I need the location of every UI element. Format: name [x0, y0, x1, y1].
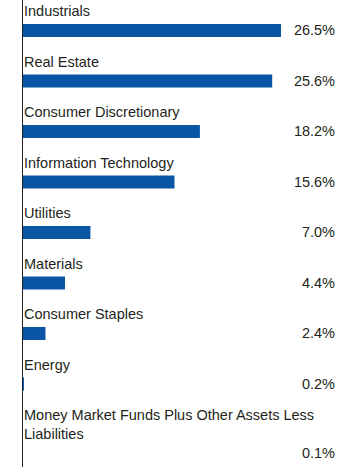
category-label: Consumer Staples	[24, 306, 143, 322]
data-label: 7.0%	[302, 224, 335, 240]
category-label: Industrials	[24, 3, 90, 19]
bar	[22, 277, 65, 290]
category-label: Energy	[24, 357, 71, 373]
bar	[22, 176, 174, 189]
data-label: 4.4%	[302, 275, 335, 291]
data-label: 0.2%	[302, 376, 335, 392]
category-label: Money Market Funds Plus Other Assets Les…	[24, 407, 314, 442]
category-labels: Industrials Real Estate Consumer Discretio…	[24, 3, 314, 442]
category-label: Materials	[24, 256, 83, 272]
data-label: 26.5%	[294, 22, 335, 38]
data-label: 18.2%	[294, 123, 335, 139]
bar	[22, 125, 200, 138]
bar	[22, 327, 45, 340]
data-label: 2.4%	[302, 325, 335, 341]
category-label: Consumer Discretionary	[24, 104, 180, 120]
data-label: 0.1%	[302, 445, 335, 461]
data-labels: 26.5% 25.6% 18.2% 15.6% 7.0% 4.4% 2.4% 0.2% 0.1%	[294, 22, 335, 461]
category-label: Utilities	[24, 205, 71, 221]
data-label: 25.6%	[294, 73, 335, 89]
bars	[22, 24, 281, 460]
bar	[22, 24, 281, 37]
data-label: 15.6%	[294, 174, 335, 190]
chart: Industrials Real Estate Consumer Discretio…	[0, 0, 360, 467]
bar	[22, 226, 90, 239]
category-label: Real Estate	[24, 54, 99, 70]
axis-line	[22, 0, 23, 467]
category-label: Information Technology	[24, 155, 174, 171]
bar	[22, 75, 272, 88]
